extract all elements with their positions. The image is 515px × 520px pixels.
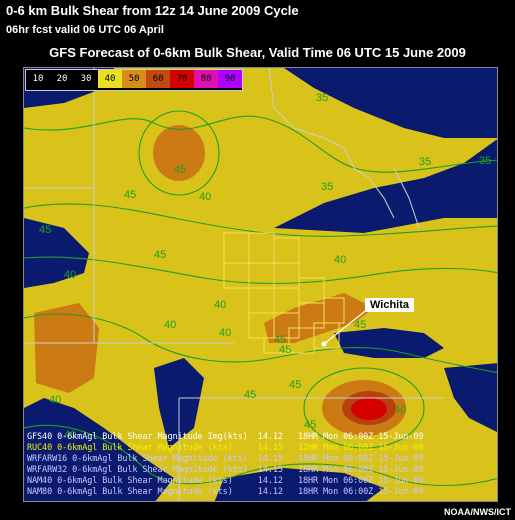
model-line: WRFARW16 0-6kmAgl Bulk Shear Magnitude (… [27, 454, 424, 464]
contour-label: 40 [214, 299, 226, 311]
page-title: 0-6 km Bulk Shear from 12z 14 June 2009 … [6, 3, 299, 18]
model-line: NAM40 0-6kmAgl Bulk Shear Magnitude (kts… [27, 476, 424, 486]
contour-label: 40 [334, 254, 346, 266]
legend-swatch-30: 30 [74, 70, 98, 88]
contour-label: 40 [219, 327, 231, 339]
contour-label: 35 [419, 156, 431, 168]
contour-label: 45 [289, 379, 301, 391]
model-line: RUC40 0-6kmAgl Bulk Shear Magnitude (kts… [27, 443, 424, 453]
low-shear-east [444, 363, 497, 432]
contour-label: 45 [154, 249, 166, 261]
legend-swatch-70: 70 [170, 70, 194, 88]
model-line: WRFARW32 0-6kmAgl Bulk Shear Magnitude (… [27, 465, 424, 475]
map-title: GFS Forecast of 0-6km Bulk Shear, Valid … [49, 45, 466, 60]
contour-label: 40 [164, 319, 176, 331]
wichita-dot [321, 341, 327, 347]
model-line: NAM80 0-6kmAgl Bulk Shear Magnitude (kts… [27, 487, 424, 497]
legend-swatch-90: 90 [218, 70, 242, 88]
contour-label: 45 [304, 419, 316, 431]
low-shear-southcentral [214, 468, 384, 501]
legend-swatch-60: 60 [146, 70, 170, 88]
fill-50-center [264, 293, 374, 343]
contour-label: 45 [39, 224, 51, 236]
contour-label: 45 [354, 319, 366, 331]
contour-label: 40 [64, 269, 76, 281]
contour-label: 45 [244, 389, 256, 401]
contour-label: 35 [316, 92, 328, 104]
contour-label: 45 [124, 189, 136, 201]
legend-swatch-10: 10 [26, 70, 50, 88]
legend-swatch-20: 20 [50, 70, 74, 88]
contour-label: 45 [174, 164, 186, 176]
low-shear-west [24, 218, 89, 288]
model-line: GFS40 0-6kmAgl Bulk Shear Magnitude Img(… [27, 432, 424, 442]
contour-label: 35 [479, 155, 491, 167]
shear-legend: 10 20 30 40 50 60 70 80 90 [25, 69, 243, 91]
contour-label: 45 [274, 334, 286, 346]
credit-text: NOAA/NWS/ICT [444, 507, 511, 517]
contour-label: 35 [321, 181, 333, 193]
contour-label: 45 [279, 344, 291, 356]
fill-70-core [351, 398, 387, 420]
wichita-pointer [323, 307, 370, 345]
low-shear-northeast [274, 139, 497, 233]
wichita-label: Wichita [365, 298, 415, 312]
low-shear-center [334, 328, 444, 358]
fill-50-north [153, 125, 205, 181]
contour-label: 40 [199, 191, 211, 203]
contour-label: 40 [394, 404, 406, 416]
contour-label: 40 [49, 394, 61, 406]
legend-swatch-40: 40 [98, 70, 122, 88]
legend-swatch-80: 80 [194, 70, 218, 88]
low-shear-southwest [24, 398, 174, 501]
shear-map: 4545403535303535454540404045454540454040… [23, 67, 498, 502]
contour-label: 40 [64, 429, 76, 441]
low-shear-north [24, 68, 497, 138]
page-subtitle: 06hr fcst valid 06 UTC 06 April [6, 24, 164, 36]
legend-swatch-50: 50 [122, 70, 146, 88]
fill-50-west [34, 303, 99, 393]
